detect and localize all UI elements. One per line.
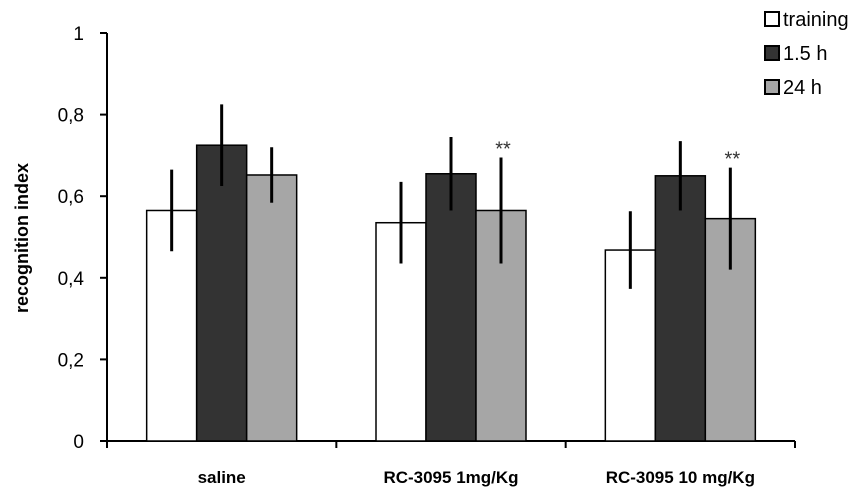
legend-swatch: [764, 45, 780, 61]
significance-marker: **: [495, 138, 511, 160]
x-category-label: RC-3095 10 mg/Kg: [606, 468, 755, 487]
x-category-label: RC-3095 1mg/Kg: [383, 468, 518, 487]
error-bars: [170, 104, 732, 289]
bar: [654, 175, 707, 442]
bar: [195, 144, 248, 442]
legend-swatch: [764, 11, 780, 27]
annotations: ** **: [495, 138, 740, 170]
axes: 0 0,2 0,4 0,6 0,8 1 saline RC-3095 1mg/Kg RC-309…: [58, 24, 796, 487]
y-tick-label: 1: [73, 24, 84, 45]
legend-swatch: [764, 79, 780, 95]
bar: [425, 173, 477, 442]
legend: training 1.5 h 24 h: [764, 9, 849, 99]
y-axis-title: recognition index: [12, 163, 32, 313]
x-category-label: saline: [198, 468, 246, 487]
y-tick-label: 0,2: [58, 350, 84, 371]
legend-label: 24 h: [783, 77, 822, 99]
y-tick-label: 0,6: [58, 187, 84, 208]
y-tick-label: 0,8: [58, 106, 84, 127]
legend-label: 1.5 h: [783, 43, 827, 65]
bar: [245, 174, 298, 442]
legend-label: training: [783, 9, 849, 31]
significance-marker: **: [725, 149, 741, 171]
y-tick-label: 0: [73, 432, 84, 453]
y-tick-label: 0,4: [58, 269, 85, 290]
